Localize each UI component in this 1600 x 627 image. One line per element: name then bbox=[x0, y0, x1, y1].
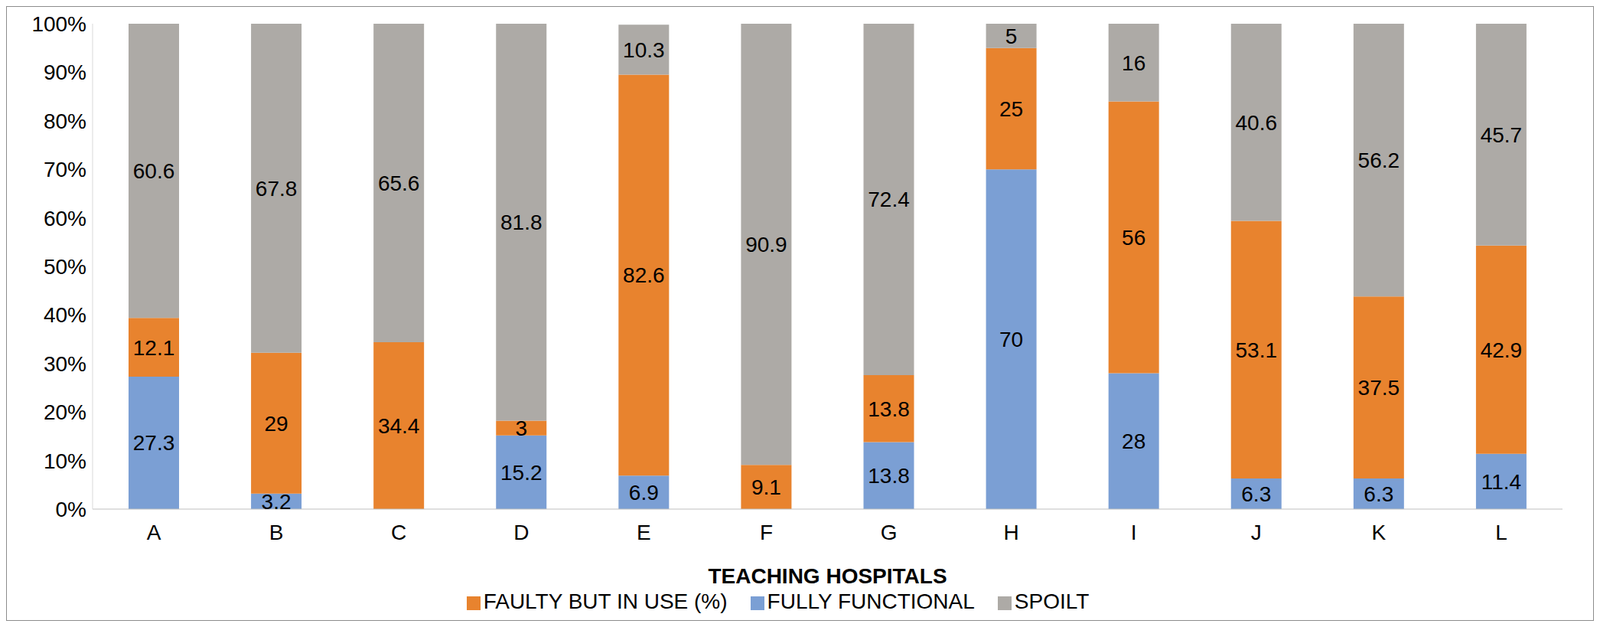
svg-text:B: B bbox=[269, 520, 284, 545]
svg-text:5: 5 bbox=[1005, 24, 1018, 49]
svg-text:40%: 40% bbox=[43, 303, 87, 327]
svg-text:3: 3 bbox=[514, 416, 528, 440]
svg-text:90%: 90% bbox=[43, 60, 87, 85]
svg-text:6.3: 6.3 bbox=[1241, 482, 1271, 506]
svg-text:F: F bbox=[759, 520, 773, 545]
svg-text:67.8: 67.8 bbox=[255, 176, 298, 201]
svg-text:6.3: 6.3 bbox=[1363, 482, 1394, 506]
svg-text:15.2: 15.2 bbox=[500, 460, 543, 485]
svg-text:C: C bbox=[391, 520, 407, 545]
svg-text:13.8: 13.8 bbox=[867, 397, 910, 421]
svg-text:80%: 80% bbox=[43, 109, 87, 134]
svg-text:3.2: 3.2 bbox=[261, 489, 292, 514]
svg-text:65.6: 65.6 bbox=[378, 171, 421, 196]
svg-text:60%: 60% bbox=[43, 206, 87, 231]
svg-text:D: D bbox=[513, 520, 529, 545]
svg-text:100%: 100% bbox=[31, 12, 87, 36]
svg-text:37.5: 37.5 bbox=[1358, 375, 1401, 400]
svg-text:6.9: 6.9 bbox=[628, 480, 659, 505]
svg-text:13.8: 13.8 bbox=[867, 463, 910, 488]
svg-text:A: A bbox=[146, 520, 162, 545]
svg-text:70%: 70% bbox=[43, 157, 87, 182]
svg-text:12.1: 12.1 bbox=[133, 335, 176, 360]
svg-text:E: E bbox=[636, 520, 652, 545]
svg-text:30%: 30% bbox=[43, 351, 87, 376]
svg-text:25: 25 bbox=[999, 97, 1024, 121]
svg-text:G: G bbox=[880, 520, 898, 545]
svg-text:9.1: 9.1 bbox=[751, 475, 782, 499]
svg-text:J: J bbox=[1251, 520, 1262, 545]
svg-text:L: L bbox=[1495, 520, 1508, 545]
svg-text:56: 56 bbox=[1121, 225, 1146, 250]
svg-text:10%: 10% bbox=[43, 449, 87, 473]
svg-text:82.6: 82.6 bbox=[622, 263, 665, 287]
svg-text:60.6: 60.6 bbox=[133, 159, 176, 183]
svg-text:34.4: 34.4 bbox=[378, 413, 421, 438]
svg-text:42.9: 42.9 bbox=[1480, 338, 1523, 362]
html-text:SPOILT: SPOILT bbox=[1014, 589, 1090, 613]
svg-text:72.4: 72.4 bbox=[867, 187, 910, 212]
svg-text:10.3: 10.3 bbox=[622, 38, 665, 62]
html-text:FULLY FUNCTIONAL: FULLY FUNCTIONAL bbox=[767, 589, 975, 613]
svg-text:H: H bbox=[1003, 520, 1020, 545]
html-text:FAULTY BUT IN USE (%): FAULTY BUT IN USE (%) bbox=[483, 589, 728, 613]
svg-text:TEACHING HOSPITALS: TEACHING HOSPITALS bbox=[707, 563, 947, 588]
svg-text:29: 29 bbox=[264, 411, 289, 436]
svg-text:11.4: 11.4 bbox=[1481, 469, 1522, 494]
svg-text:50%: 50% bbox=[43, 254, 87, 279]
svg-text:45.7: 45.7 bbox=[1480, 123, 1523, 147]
svg-text:40.6: 40.6 bbox=[1235, 110, 1278, 135]
svg-text:53.1: 53.1 bbox=[1235, 338, 1278, 362]
svg-text:56.2: 56.2 bbox=[1358, 148, 1401, 173]
svg-text:70: 70 bbox=[999, 327, 1024, 352]
svg-text:81.8: 81.8 bbox=[500, 210, 543, 235]
svg-text:0%: 0% bbox=[55, 497, 87, 522]
svg-text:90.9: 90.9 bbox=[745, 232, 788, 257]
svg-text:28: 28 bbox=[1121, 429, 1146, 453]
svg-text:20%: 20% bbox=[43, 400, 87, 424]
svg-text:16: 16 bbox=[1121, 51, 1146, 75]
svg-text:K: K bbox=[1371, 520, 1387, 545]
svg-text:I: I bbox=[1130, 520, 1138, 545]
svg-text:27.3: 27.3 bbox=[133, 430, 176, 455]
